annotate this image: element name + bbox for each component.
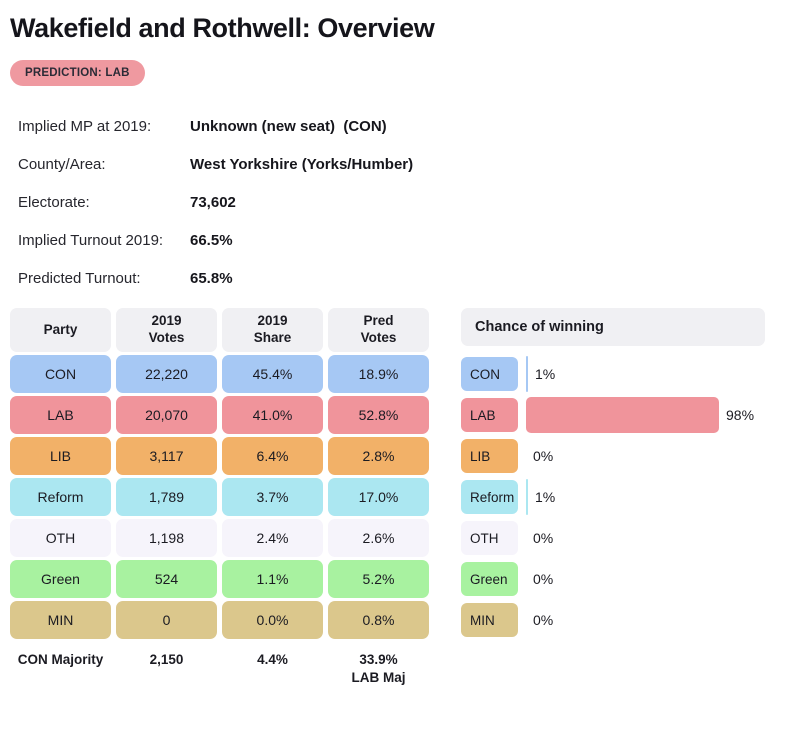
share-2019-cell: 6.4%	[222, 437, 323, 475]
column-header-text: Votes	[360, 330, 397, 345]
info-row-implied-mp: Implied MP at 2019: Unknown (new seat) (…	[18, 118, 811, 135]
info-value: West Yorkshire (Yorks/Humber)	[190, 156, 414, 173]
pred-votes-cell: 2.6%	[328, 519, 429, 557]
info-label: Implied Turnout 2019:	[18, 232, 164, 249]
chance-percent: 0%	[533, 530, 554, 546]
pred-votes-cell: 0.8%	[328, 601, 429, 639]
share-2019-cell: 3.7%	[222, 478, 323, 516]
party-cell: MIN	[10, 601, 111, 639]
majority-share-text: 4.4%	[257, 652, 288, 667]
chance-bar	[526, 479, 528, 515]
info-label: Implied MP at 2019:	[18, 118, 152, 135]
chance-percent: 1%	[535, 366, 556, 382]
chance-panel-title: Chance of winning	[461, 308, 765, 346]
info-label: County/Area:	[18, 156, 106, 173]
pred-votes-cell: 5.2%	[328, 560, 429, 598]
pred-votes-cell: 2.8%	[328, 437, 429, 475]
info-row-predicted-turnout: Predicted Turnout: 65.8%	[18, 270, 811, 287]
votes-2019-cell: 1,198	[116, 519, 217, 557]
chance-row: MIN 0%	[461, 601, 765, 639]
column-header-party: Party	[10, 308, 111, 352]
chance-row: LIB 0%	[461, 437, 765, 475]
share-2019-cell: 1.1%	[222, 560, 323, 598]
chance-row: LAB 98%	[461, 396, 765, 434]
votes-2019-cell: 20,070	[116, 396, 217, 434]
party-cell: Green	[10, 560, 111, 598]
majority-label: CON Majority	[10, 642, 111, 687]
party-cell: LIB	[10, 437, 111, 475]
info-value: 65.8%	[190, 270, 233, 287]
majority-votes-text: 2,150	[149, 652, 184, 667]
majority-label-text: CON Majority	[17, 652, 104, 667]
party-chip: CON	[461, 357, 518, 391]
party-chip: LIB	[461, 439, 518, 473]
party-chip: Green	[461, 562, 518, 596]
main-content: Party 2019 Votes 2019 Share Pred Votes C…	[10, 308, 811, 687]
party-cell: LAB	[10, 396, 111, 434]
column-header-text: Pred	[363, 313, 394, 329]
chance-row: OTH 0%	[461, 519, 765, 557]
chance-row: Green 0%	[461, 560, 765, 598]
predicted-majority: 33.9% LAB Maj	[328, 642, 429, 687]
votes-2019-cell: 22,220	[116, 355, 217, 393]
results-table: Party 2019 Votes 2019 Share Pred Votes C…	[10, 308, 429, 687]
chance-percent: 0%	[533, 448, 554, 464]
share-2019-cell: 2.4%	[222, 519, 323, 557]
info-row-electorate: Electorate: 73,602	[18, 194, 811, 211]
column-header-2019-share: 2019 Share	[222, 308, 323, 352]
party-chip: OTH	[461, 521, 518, 555]
majority-share: 4.4%	[222, 642, 323, 687]
chance-bar	[526, 356, 528, 392]
share-2019-cell: 45.4%	[222, 355, 323, 393]
chance-percent: 0%	[533, 571, 554, 587]
page-title: Wakefield and Rothwell: Overview	[10, 13, 435, 43]
party-chip: Reform	[461, 480, 518, 514]
info-value: 73,602	[190, 194, 236, 211]
party-chip: MIN	[461, 603, 518, 637]
predicted-majority-party: LAB Maj	[351, 670, 406, 686]
chance-percent: 0%	[533, 612, 554, 628]
share-2019-cell: 41.0%	[222, 396, 323, 434]
info-value: 66.5%	[190, 232, 233, 249]
votes-2019-cell: 3,117	[116, 437, 217, 475]
info-row-county-area: County/Area: West Yorkshire (Yorks/Humbe…	[18, 156, 811, 173]
chance-of-winning-panel: Chance of winning CON 1% LAB 98% LIB 0% …	[461, 308, 765, 642]
party-cell: Reform	[10, 478, 111, 516]
info-value: Unknown (new seat) (CON)	[190, 118, 387, 135]
chance-percent: 98%	[726, 407, 755, 423]
party-cell: CON	[10, 355, 111, 393]
votes-2019-cell: 0	[116, 601, 217, 639]
prediction-badge: PREDICTION: LAB	[10, 60, 145, 86]
chance-row: Reform 1%	[461, 478, 765, 516]
votes-2019-cell: 524	[116, 560, 217, 598]
share-2019-cell: 0.0%	[222, 601, 323, 639]
chance-row: CON 1%	[461, 355, 765, 393]
seat-info-list: Implied MP at 2019: Unknown (new seat) (…	[18, 118, 811, 287]
predicted-majority-pct: 33.9%	[359, 652, 398, 667]
votes-2019-cell: 1,789	[116, 478, 217, 516]
pred-votes-cell: 18.9%	[328, 355, 429, 393]
majority-votes: 2,150	[116, 642, 217, 687]
column-header-text: 2019	[151, 313, 182, 329]
chance-bar	[526, 397, 719, 433]
party-chip: LAB	[461, 398, 518, 432]
column-header-text: Share	[253, 330, 292, 345]
info-label: Electorate:	[18, 194, 90, 211]
party-cell: OTH	[10, 519, 111, 557]
column-header-pred-votes: Pred Votes	[328, 308, 429, 352]
column-header-text: Party	[43, 321, 78, 337]
chance-percent: 1%	[535, 489, 556, 505]
pred-votes-cell: 52.8%	[328, 396, 429, 434]
info-row-implied-turnout: Implied Turnout 2019: 66.5%	[18, 232, 811, 249]
column-header-text: Votes	[148, 330, 185, 345]
column-header-2019-votes: 2019 Votes	[116, 308, 217, 352]
pred-votes-cell: 17.0%	[328, 478, 429, 516]
column-header-text: 2019	[257, 313, 288, 329]
info-label: Predicted Turnout:	[18, 270, 141, 287]
